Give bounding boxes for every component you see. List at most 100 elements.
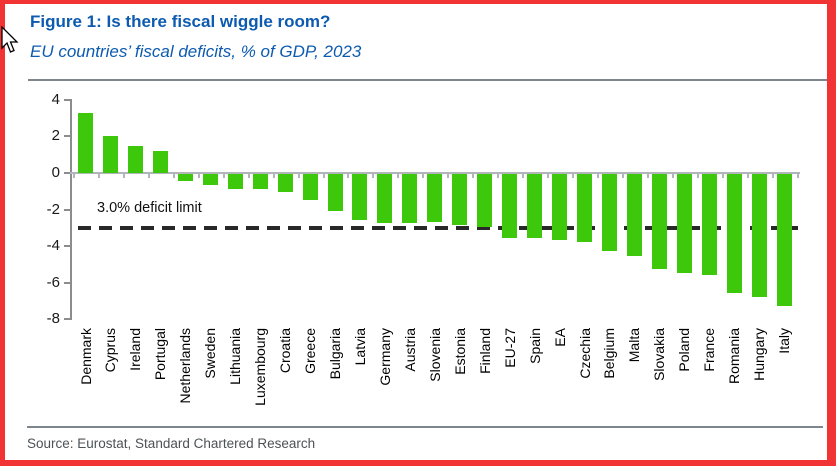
- y-axis-tick: [64, 135, 70, 138]
- x-axis-label: Hungary: [751, 328, 768, 381]
- x-axis-label: Sweden: [202, 328, 219, 379]
- x-axis-tick: [621, 174, 624, 178]
- x-axis-tick: [721, 174, 724, 178]
- y-axis-tick: [64, 172, 70, 174]
- x-axis-label: Austria: [401, 328, 418, 372]
- x-axis-tick: [272, 174, 275, 178]
- x-axis-label: Romania: [726, 328, 743, 385]
- x-axis-tick: [297, 174, 300, 178]
- x-axis-label: Croatia: [277, 328, 294, 374]
- x-axis-tick: [222, 174, 225, 178]
- bar-spain: [527, 174, 543, 239]
- x-axis-label: Bulgaria: [327, 328, 343, 380]
- x-axis-tick: [472, 174, 475, 178]
- x-axis-label: Spain: [526, 328, 543, 364]
- y-axis-tick-label: 0: [51, 164, 60, 181]
- y-axis: [70, 99, 72, 320]
- y-axis-tick: [64, 208, 70, 211]
- bar-hungary: [751, 174, 767, 297]
- bar-eu-27: [502, 174, 518, 239]
- x-axis-tick: [197, 174, 200, 178]
- x-axis-label: Slovakia: [651, 328, 668, 381]
- header-divider: [28, 79, 827, 81]
- x-axis-tick: [73, 174, 76, 178]
- x-axis-tick: [372, 174, 375, 178]
- x-axis-label: Luxembourg: [252, 328, 269, 406]
- x-axis-tick: [572, 174, 575, 178]
- x-axis-tick: [497, 174, 500, 178]
- y-axis-tick-label: -4: [46, 237, 60, 255]
- x-axis-label: Portugal: [152, 328, 169, 381]
- x-axis-label: Lithuania: [227, 328, 244, 385]
- y-axis-tick-label: 4: [51, 90, 60, 108]
- bar-greece: [302, 174, 318, 200]
- x-axis-tick: [646, 174, 649, 178]
- bar-ea: [552, 174, 568, 240]
- y-axis-tick-label: -8: [46, 310, 60, 328]
- x-axis-label: Finland: [476, 328, 493, 374]
- bar-slovakia: [651, 174, 667, 270]
- bar-romania: [726, 174, 742, 293]
- x-axis-label: EA: [551, 328, 568, 347]
- x-axis-tick: [347, 174, 350, 178]
- x-axis-tick: [447, 174, 450, 178]
- x-axis-label: Poland: [676, 328, 693, 372]
- bar-denmark: [78, 112, 93, 173]
- x-axis-label: Slovenia: [426, 328, 443, 382]
- bar-italy: [776, 174, 792, 306]
- bar-czechia: [577, 174, 592, 242]
- y-axis-tick: [64, 245, 70, 248]
- source-note: Source: Eurostat, Standard Chartered Res…: [27, 436, 316, 451]
- x-axis-tick: [97, 174, 100, 178]
- y-axis-tick: [64, 318, 70, 321]
- bar-cyprus: [102, 136, 118, 173]
- x-axis-tick: [547, 174, 550, 178]
- bar-finland: [477, 174, 493, 228]
- bar-belgium: [601, 174, 617, 251]
- x-axis-label: Denmark: [77, 328, 94, 385]
- x-axis-label: Netherlands: [177, 328, 194, 404]
- footer-divider: [27, 426, 823, 428]
- x-axis-tick: [696, 174, 699, 178]
- y-axis-tick: [64, 98, 70, 101]
- x-axis-tick: [397, 174, 400, 178]
- bar-netherlands: [177, 174, 193, 182]
- x-axis-label: Cyprus: [102, 328, 119, 373]
- bar-croatia: [277, 174, 293, 193]
- x-axis-tick: [796, 174, 799, 178]
- x-axis-tick: [122, 174, 125, 178]
- y-axis-tick: [64, 281, 70, 284]
- bar-portugal: [152, 151, 168, 173]
- bar-lithuania: [227, 174, 243, 189]
- bar-sweden: [202, 174, 218, 185]
- x-axis-tick: [671, 174, 674, 178]
- bar-germany: [377, 174, 393, 224]
- x-axis-tick: [322, 174, 325, 178]
- bar-slovenia: [427, 174, 443, 222]
- deficit-limit-dashed-line: [78, 226, 798, 230]
- x-axis-tick: [172, 174, 175, 178]
- y-axis-tick-label: 2: [51, 127, 60, 145]
- x-axis-tick: [596, 174, 599, 178]
- x-axis-label: Czechia: [576, 328, 593, 379]
- window-border-right: [827, 0, 836, 466]
- bar-malta: [626, 174, 642, 257]
- bar-estonia: [452, 174, 468, 226]
- bar-latvia: [352, 174, 368, 220]
- x-axis-label: EU-27: [501, 328, 518, 368]
- x-axis-tick: [771, 174, 774, 178]
- x-axis-tick: [422, 174, 425, 178]
- x-axis-baseline: [70, 172, 800, 174]
- x-axis-tick: [746, 174, 749, 178]
- chart-subtitle: EU countries’ fiscal deficits, % of GDP,…: [30, 42, 362, 61]
- chart-title: Figure 1: Is there fiscal wiggle room?: [30, 12, 331, 31]
- x-axis-label: Italy: [776, 328, 793, 354]
- x-axis-tick: [247, 174, 250, 178]
- bar-poland: [676, 174, 692, 273]
- deficit-limit-label: 3.0% deficit limit: [97, 200, 202, 216]
- window-border-bottom: [0, 460, 836, 466]
- window-border-top: [0, 0, 836, 4]
- x-axis-label: Malta: [626, 328, 643, 363]
